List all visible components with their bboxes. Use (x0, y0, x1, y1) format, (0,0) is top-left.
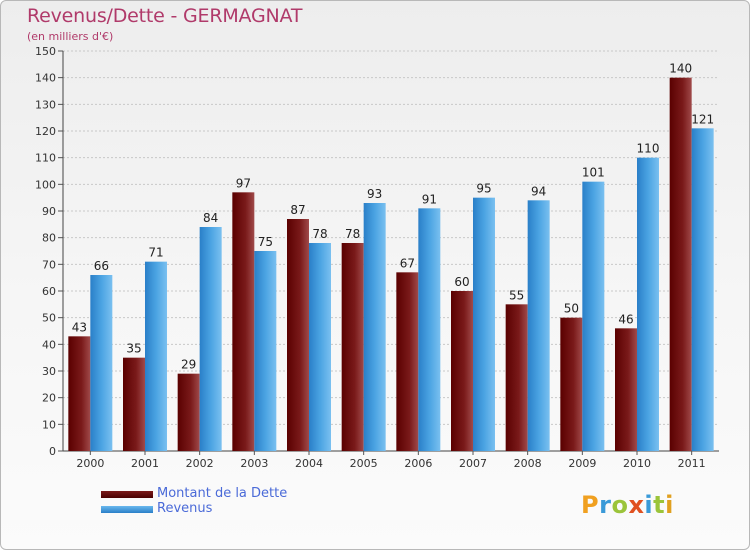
y-tick-label: 30 (42, 365, 56, 378)
x-tick-label: 2002 (186, 457, 214, 470)
y-tick-label: 60 (42, 285, 56, 298)
x-tick-label: 2001 (131, 457, 159, 470)
data-label: 121 (691, 112, 714, 126)
bar-revenus (582, 181, 605, 451)
bar-dette (177, 373, 200, 451)
y-tick-label: 50 (42, 312, 56, 325)
data-label: 66 (94, 259, 109, 273)
legend-label-dette: Montant de la Dette (157, 486, 288, 501)
data-label: 110 (637, 142, 660, 156)
y-tick-label: 10 (42, 418, 56, 431)
bar-dette (615, 328, 637, 451)
data-label: 50 (564, 302, 579, 316)
data-label: 43 (72, 320, 87, 334)
data-label: 35 (126, 342, 141, 356)
bar-dette (123, 357, 145, 451)
logo-letter: x (628, 491, 645, 519)
data-label: 78 (345, 227, 360, 241)
x-tick-label: 2007 (459, 457, 487, 470)
y-tick-label: 70 (42, 258, 56, 271)
logo-letter: i (665, 491, 674, 519)
y-tick-label: 130 (35, 98, 56, 111)
bar-dette (396, 272, 419, 451)
data-label: 87 (290, 203, 305, 217)
bar-dette (505, 304, 528, 451)
data-label: 101 (582, 166, 605, 180)
y-tick-label: 110 (35, 152, 56, 165)
bar-dette (68, 336, 91, 451)
bar-revenus (527, 200, 550, 451)
y-tick-label: 120 (35, 125, 56, 138)
data-label: 55 (509, 288, 524, 302)
data-label: 60 (454, 275, 469, 289)
data-label: 94 (531, 184, 546, 198)
bar-revenus (691, 128, 714, 451)
x-tick-label: 2006 (404, 457, 432, 470)
bar-revenus (473, 197, 495, 451)
bar-revenus (637, 157, 659, 451)
data-label: 29 (181, 358, 196, 372)
data-label: 71 (148, 246, 163, 260)
x-tick-label: 2010 (623, 457, 651, 470)
bar-revenus (199, 227, 222, 451)
y-tick-label: 0 (49, 445, 56, 458)
y-tick-label: 140 (35, 72, 56, 85)
y-tick-label: 100 (35, 178, 56, 191)
proxiti-logo: Proxiti (581, 491, 674, 519)
label-layer: 43 66 35 71 29 84 97 75 87 78 78 93 67 91 60 95 55 94 50 10… (72, 62, 714, 372)
logo-letter: i (644, 491, 654, 519)
bar-dette (341, 243, 364, 451)
data-label: 75 (258, 235, 273, 249)
data-label: 95 (476, 182, 491, 196)
data-label: 93 (367, 187, 382, 201)
y-tick-label: 150 (35, 45, 56, 58)
logo-letter: r (599, 491, 612, 519)
data-label: 46 (618, 312, 633, 326)
logo-letter: P (581, 491, 600, 519)
bar-dette (451, 291, 473, 451)
bar-dette (232, 192, 255, 452)
y-tick-label: 20 (42, 392, 56, 405)
bar-dette (669, 77, 692, 452)
grid-layer (63, 50, 719, 452)
logo-letter: t (653, 491, 666, 519)
bar-layer (68, 77, 714, 452)
bar-revenus (418, 208, 441, 451)
data-label: 67 (400, 256, 415, 270)
chart-subtitle: (en milliers d'€) (27, 30, 114, 43)
bar-dette (560, 317, 583, 451)
chart-title: Revenus/Dette - GERMAGNAT (27, 5, 303, 27)
x-tick-label: 2000 (76, 457, 104, 470)
data-label: 84 (203, 211, 218, 225)
bar-revenus (145, 261, 167, 451)
data-label: 97 (236, 176, 251, 190)
logo-letter: o (611, 491, 629, 519)
bar-revenus (254, 251, 277, 451)
x-tick-label: 2008 (514, 457, 542, 470)
data-label: 78 (312, 227, 327, 241)
y-tick-label: 90 (42, 205, 56, 218)
bar-revenus (90, 275, 113, 451)
x-tick-label: 2011 (678, 457, 706, 470)
legend-label-revenus: Revenus (157, 501, 213, 516)
y-tick-label: 80 (42, 232, 56, 245)
bar-dette (287, 219, 309, 451)
data-label: 140 (669, 62, 692, 76)
legend-swatch-dette (101, 491, 153, 498)
bar-revenus (309, 243, 331, 451)
x-tick-label: 2004 (295, 457, 323, 470)
legend-swatch-revenus (101, 506, 153, 513)
axis-layer: 0 10 20 30 40 50 60 70 80 90 100 110 120 130 140 150 200… (35, 45, 719, 470)
x-tick-label: 2003 (240, 457, 268, 470)
y-tick-label: 40 (42, 338, 56, 351)
x-tick-label: 2009 (568, 457, 596, 470)
x-tick-label: 2005 (350, 457, 378, 470)
bar-revenus (363, 203, 386, 451)
data-label: 91 (422, 192, 437, 206)
